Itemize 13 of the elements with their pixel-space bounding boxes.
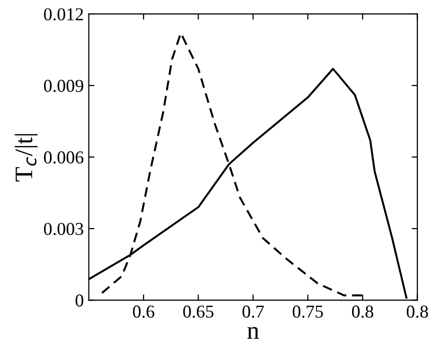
- y-tick-label: 0: [76, 294, 84, 307]
- x-tick-label: 0.65: [183, 306, 214, 318]
- x-tick-label: 0.8: [352, 306, 374, 318]
- x-tick-label: 0.7: [242, 306, 264, 318]
- y-tick-label: 0.003: [44, 222, 84, 236]
- x-tick-label: 0.75: [292, 306, 323, 318]
- x-axis-title: n: [247, 326, 259, 339]
- y-tick-label: 0.009: [44, 80, 84, 92]
- y-tick-label: 0.012: [44, 8, 83, 20]
- x-tick-label: 0.6: [132, 306, 154, 318]
- y-axis-title: T$_{c}$/|t|: [14, 134, 38, 182]
- x-tick-label: 0.8: [406, 306, 428, 318]
- y-tick-label: 0.006: [44, 151, 84, 164]
